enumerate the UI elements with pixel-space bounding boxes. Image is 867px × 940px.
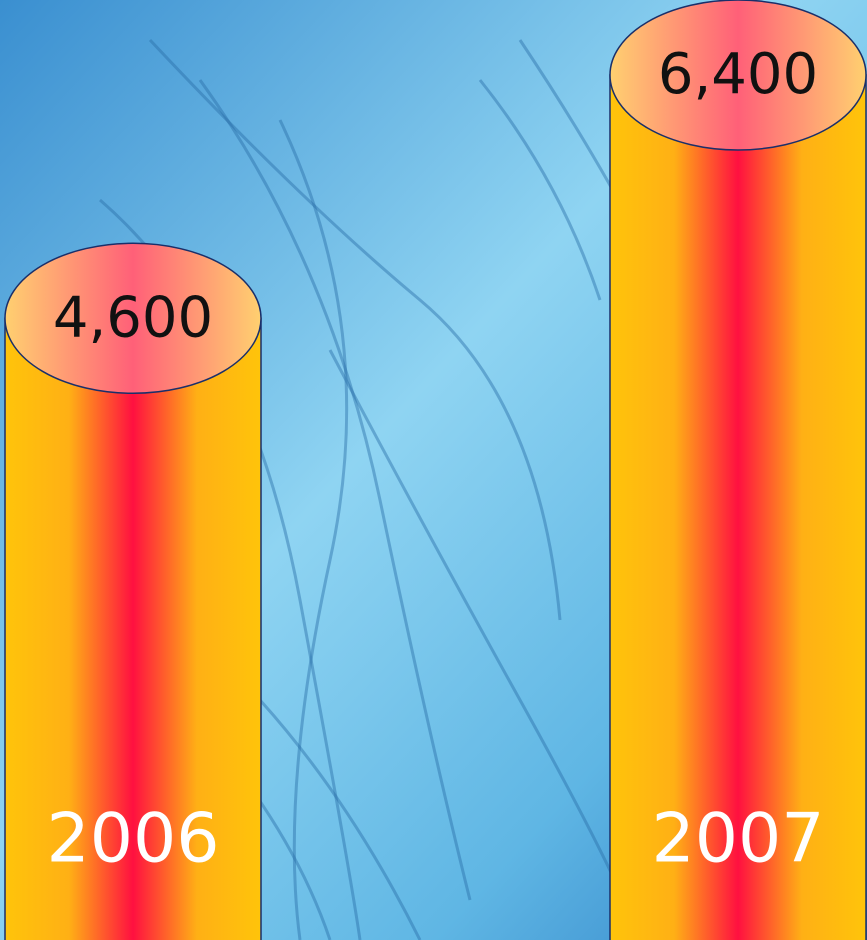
category-label: 2006 [46, 800, 219, 879]
cylinder-top [609, 0, 867, 151]
value-label: 4,600 [53, 285, 213, 350]
category-label: 2007 [651, 800, 824, 879]
cylinder-body [4, 317, 262, 940]
plot: 4,600 2006 6,400 2007 [4, 0, 867, 940]
value-label: 6,400 [658, 42, 818, 107]
cylinder-top [4, 242, 262, 395]
